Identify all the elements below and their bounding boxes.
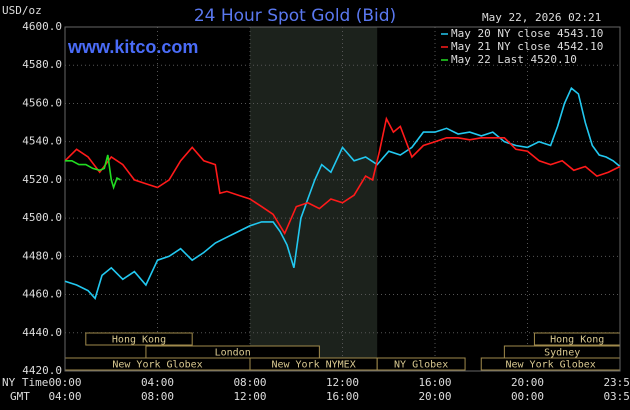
- y-tick-label: 4440.0: [22, 326, 62, 339]
- x-axis-label: NY Time: [2, 376, 48, 389]
- timestamp: May 22, 2026 02:21: [482, 11, 601, 24]
- legend-label: May 22 Last 4520.10: [451, 53, 577, 66]
- x2-tick-label: 16:00: [326, 390, 359, 403]
- chart-title: 24 Hour Spot Gold (Bid): [194, 6, 396, 26]
- y-tick-label: 4600.0: [22, 20, 62, 33]
- x-tick-label: 00:00: [48, 376, 81, 389]
- series-line: [64, 116, 621, 236]
- session-label: New York Globex: [505, 360, 595, 371]
- x2-tick-label: 08:00: [141, 390, 174, 403]
- y-tick-label: 4560.0: [22, 96, 62, 109]
- x2-tick-label: 00:00: [511, 390, 544, 403]
- session-bar: [376, 357, 466, 371]
- session-label: London: [215, 348, 251, 359]
- x2-tick-label: 03:59: [603, 390, 630, 403]
- session-label: Sydney: [544, 348, 580, 359]
- session-bar: [85, 332, 193, 346]
- y-tick-label: 4580.0: [22, 58, 62, 71]
- x-tick-label: 04:00: [141, 376, 174, 389]
- series-line: [65, 154, 121, 191]
- session-label: New York Globex: [112, 360, 202, 371]
- y-tick-label: 4460.0: [22, 288, 62, 301]
- plot-frame: [64, 26, 621, 372]
- x2-axis-label: GMT: [10, 390, 30, 403]
- x2-tick-label: 12:00: [233, 390, 266, 403]
- y-tick-label: 4480.0: [22, 249, 62, 262]
- y-tick-label: 4520.0: [22, 173, 62, 186]
- x2-tick-label: 04:00: [48, 390, 81, 403]
- watermark: www.kitco.com: [67, 37, 198, 57]
- session-label: Hong Kong: [550, 335, 604, 346]
- x-tick-label: 12:00: [326, 376, 359, 389]
- x-tick-label: 20:00: [511, 376, 544, 389]
- x-tick-label: 23:59: [603, 376, 630, 389]
- session-label: Hong Kong: [112, 335, 166, 346]
- x-tick-label: 08:00: [233, 376, 266, 389]
- y-tick-label: 4540.0: [22, 135, 62, 148]
- legend-label: May 21 NY close 4542.10: [451, 40, 603, 53]
- y-tick-label: 4500.0: [22, 211, 62, 224]
- y-tick-label: 4420.0: [22, 364, 62, 377]
- session-label: New York NYMEX: [271, 360, 355, 371]
- series-line: [64, 86, 621, 300]
- legend-label: May 20 NY close 4543.10: [451, 27, 603, 40]
- y-axis-label: USD/oz: [2, 4, 42, 17]
- session-label: NY Globex: [394, 360, 448, 371]
- x-tick-label: 16:00: [418, 376, 451, 389]
- x2-tick-label: 20:00: [418, 390, 451, 403]
- highlight-span: [250, 27, 378, 371]
